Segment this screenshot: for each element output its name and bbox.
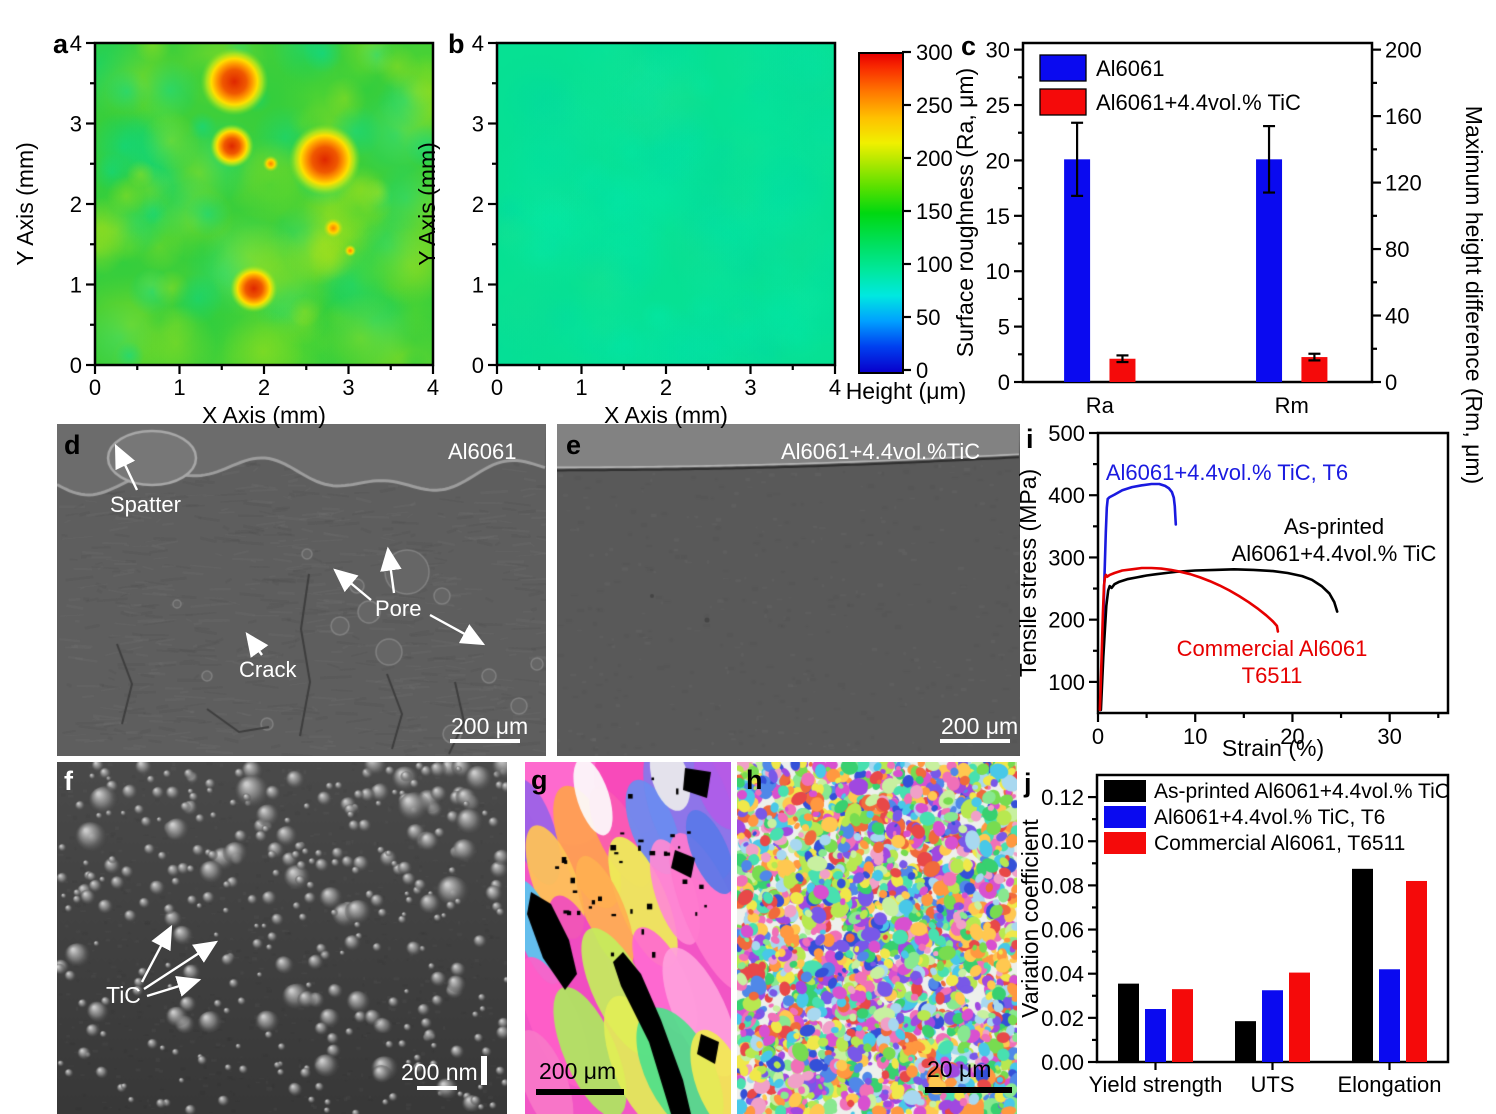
svg-text:1: 1 <box>575 375 587 400</box>
svg-text:0: 0 <box>1092 724 1104 749</box>
svg-text:40: 40 <box>1385 304 1409 329</box>
svg-text:160: 160 <box>1385 104 1422 129</box>
svg-text:0.04: 0.04 <box>1041 962 1084 987</box>
panel-i-letter: i <box>1026 424 1034 454</box>
svg-text:20: 20 <box>986 148 1010 173</box>
svg-text:10: 10 <box>1183 724 1207 749</box>
svg-text:Yield strength: Yield strength <box>1089 1072 1223 1097</box>
svg-text:1: 1 <box>173 375 185 400</box>
panel-e-sem-image <box>557 424 1020 756</box>
svg-text:300: 300 <box>916 40 953 65</box>
svg-text:Al6061+4.4vol.% TiC: Al6061+4.4vol.% TiC <box>1232 541 1437 566</box>
svg-text:0.12: 0.12 <box>1041 785 1084 810</box>
svg-text:Al6061+4.4vol.% TiC, T6: Al6061+4.4vol.% TiC, T6 <box>1106 460 1348 485</box>
svg-text:30: 30 <box>986 38 1010 63</box>
svg-text:0: 0 <box>1385 370 1397 395</box>
svg-text:250: 250 <box>916 93 953 118</box>
svg-text:T6511: T6511 <box>1242 663 1303 688</box>
svg-text:25: 25 <box>986 93 1010 118</box>
svg-text:0.08: 0.08 <box>1041 873 1084 898</box>
svg-text:0: 0 <box>472 353 484 378</box>
svg-text:3: 3 <box>342 375 354 400</box>
svg-text:Commercial Al6061, T6511: Commercial Al6061, T6511 <box>1154 832 1405 855</box>
svg-text:0.10: 0.10 <box>1041 829 1084 854</box>
svg-text:100: 100 <box>916 252 953 277</box>
svg-text:0: 0 <box>491 375 503 400</box>
panel-b-letter: b <box>448 29 465 59</box>
svg-text:10: 10 <box>986 259 1010 284</box>
svg-text:1: 1 <box>472 273 484 298</box>
svg-text:0.00: 0.00 <box>1041 1050 1084 1075</box>
svg-text:2: 2 <box>70 192 82 217</box>
svg-text:4: 4 <box>472 31 484 56</box>
panel-a-letter: a <box>53 29 69 59</box>
svg-text:0.02: 0.02 <box>1041 1006 1084 1031</box>
svg-text:100: 100 <box>1048 670 1085 695</box>
panel-c-letter: c <box>961 31 977 61</box>
panel-d-sem-image <box>57 424 546 756</box>
colorbar-gradient <box>858 52 904 374</box>
svg-text:80: 80 <box>1385 237 1409 262</box>
svg-text:Rm: Rm <box>1275 393 1309 418</box>
svg-text:50: 50 <box>916 305 940 330</box>
svg-text:Strain (%): Strain (%) <box>1222 735 1324 761</box>
svg-text:UTS: UTS <box>1251 1072 1295 1097</box>
svg-text:5: 5 <box>998 315 1010 340</box>
svg-text:Al6061: Al6061 <box>1096 56 1165 81</box>
svg-text:3: 3 <box>472 112 484 137</box>
panel-j-letter: j <box>1024 768 1032 798</box>
svg-text:2: 2 <box>258 375 270 400</box>
svg-text:2: 2 <box>472 192 484 217</box>
svg-text:400: 400 <box>1048 483 1085 508</box>
svg-text:Ra: Ra <box>1086 393 1115 418</box>
svg-text:Maximum height difference (Rm,: Maximum height difference (Rm, μm) <box>1461 106 1487 484</box>
svg-text:20: 20 <box>1280 724 1304 749</box>
svg-text:As-printed Al6061+4.4vol.% TiC: As-printed Al6061+4.4vol.% TiC <box>1154 780 1450 803</box>
svg-text:0: 0 <box>70 353 82 378</box>
svg-text:Al6061+4.4vol.% TiC, T6: Al6061+4.4vol.% TiC, T6 <box>1154 806 1385 829</box>
svg-text:15: 15 <box>986 204 1010 229</box>
panel-h-ebsd-map <box>737 762 1017 1114</box>
svg-text:Al6061+4.4vol.% TiC: Al6061+4.4vol.% TiC <box>1096 90 1301 115</box>
svg-text:Commercial Al6061: Commercial Al6061 <box>1177 636 1368 661</box>
svg-text:3: 3 <box>744 375 756 400</box>
svg-text:4: 4 <box>829 375 841 400</box>
svg-text:2: 2 <box>660 375 672 400</box>
svg-text:0: 0 <box>916 358 928 383</box>
svg-text:200: 200 <box>1385 38 1422 63</box>
svg-text:Variation coefficient: Variation coefficient <box>1017 819 1043 1018</box>
svg-text:500: 500 <box>1048 421 1085 446</box>
svg-text:300: 300 <box>1048 545 1085 570</box>
panel-f-sem-image <box>57 762 507 1114</box>
svg-text:0: 0 <box>89 375 101 400</box>
svg-text:Elongation: Elongation <box>1338 1072 1442 1097</box>
svg-text:As-printed: As-printed <box>1284 514 1384 539</box>
svg-text:0: 0 <box>998 370 1010 395</box>
svg-text:1: 1 <box>70 273 82 298</box>
svg-text:3: 3 <box>70 112 82 137</box>
svg-text:Surface roughness (Ra, μm): Surface roughness (Ra, μm) <box>952 68 978 357</box>
svg-text:0.06: 0.06 <box>1041 918 1084 943</box>
colorbar-title: Height (μm) <box>845 378 967 404</box>
svg-text:200: 200 <box>1048 608 1085 633</box>
panel-b-height-map <box>497 43 835 365</box>
panel-g-ebsd-map <box>525 762 731 1114</box>
svg-text:4: 4 <box>427 375 439 400</box>
svg-text:120: 120 <box>1385 171 1422 196</box>
svg-text:150: 150 <box>916 199 953 224</box>
svg-text:30: 30 <box>1377 724 1401 749</box>
svg-text:Y Axis (mm): Y Axis (mm) <box>12 142 38 266</box>
svg-text:200: 200 <box>916 146 953 171</box>
panel-a-height-map <box>95 43 433 365</box>
svg-text:4: 4 <box>70 31 82 56</box>
